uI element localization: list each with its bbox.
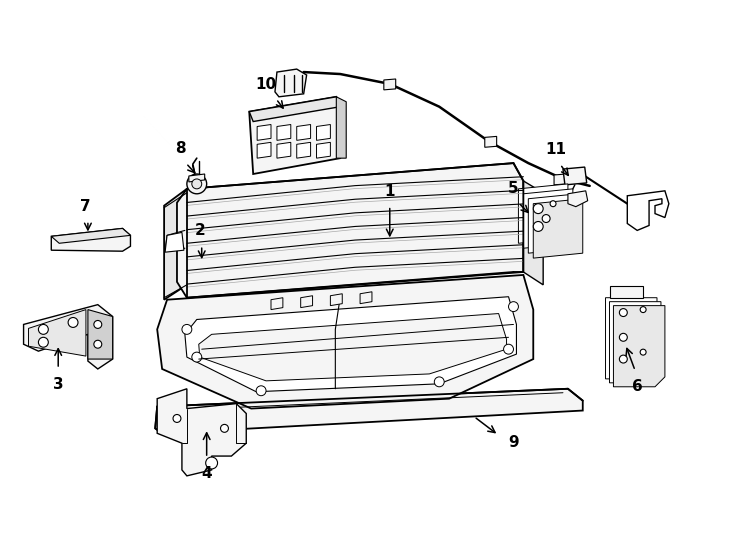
Polygon shape — [614, 306, 665, 387]
Circle shape — [550, 201, 556, 207]
Polygon shape — [563, 167, 586, 185]
Circle shape — [435, 377, 444, 387]
Polygon shape — [628, 191, 669, 231]
Polygon shape — [277, 125, 291, 140]
Polygon shape — [189, 174, 205, 182]
Circle shape — [68, 318, 78, 327]
Polygon shape — [528, 194, 578, 253]
Text: 3: 3 — [53, 377, 64, 392]
Circle shape — [542, 214, 550, 222]
Circle shape — [640, 349, 646, 355]
Polygon shape — [606, 298, 657, 379]
Polygon shape — [609, 302, 661, 383]
Text: 4: 4 — [201, 466, 212, 481]
Polygon shape — [187, 242, 214, 273]
Text: 10: 10 — [255, 77, 277, 92]
Polygon shape — [29, 309, 86, 356]
Text: 7: 7 — [79, 199, 90, 214]
Circle shape — [192, 179, 202, 189]
Circle shape — [192, 352, 202, 362]
Polygon shape — [297, 125, 310, 140]
Circle shape — [640, 307, 646, 313]
Circle shape — [173, 415, 181, 422]
Circle shape — [509, 302, 518, 312]
Text: 5: 5 — [508, 181, 519, 196]
Polygon shape — [277, 143, 291, 158]
Text: 8: 8 — [175, 141, 185, 156]
Polygon shape — [23, 305, 112, 369]
Polygon shape — [316, 143, 330, 158]
Text: 2: 2 — [195, 224, 205, 238]
Polygon shape — [51, 228, 131, 251]
Polygon shape — [611, 286, 643, 298]
Polygon shape — [185, 296, 517, 392]
Circle shape — [534, 204, 543, 214]
Polygon shape — [518, 184, 568, 244]
Polygon shape — [523, 189, 573, 248]
Polygon shape — [192, 255, 200, 267]
Polygon shape — [157, 389, 246, 476]
Circle shape — [619, 308, 628, 316]
Circle shape — [38, 338, 48, 347]
Polygon shape — [484, 137, 497, 147]
Polygon shape — [336, 97, 346, 158]
Polygon shape — [164, 189, 187, 300]
Circle shape — [504, 344, 514, 354]
Text: 11: 11 — [545, 142, 567, 157]
Polygon shape — [360, 292, 372, 303]
Polygon shape — [165, 232, 184, 252]
Polygon shape — [250, 97, 341, 174]
Text: 9: 9 — [509, 435, 519, 450]
Polygon shape — [384, 79, 396, 90]
Polygon shape — [257, 125, 271, 140]
Polygon shape — [297, 143, 310, 158]
Circle shape — [534, 221, 543, 232]
Polygon shape — [275, 69, 307, 97]
Polygon shape — [301, 296, 313, 308]
Polygon shape — [199, 314, 506, 381]
Polygon shape — [157, 275, 534, 409]
Polygon shape — [523, 181, 543, 285]
Polygon shape — [316, 125, 330, 140]
Polygon shape — [330, 294, 342, 306]
Polygon shape — [568, 191, 588, 207]
Circle shape — [256, 386, 266, 396]
Polygon shape — [250, 97, 341, 122]
Polygon shape — [554, 174, 566, 185]
Circle shape — [619, 355, 628, 363]
Circle shape — [619, 333, 628, 341]
Polygon shape — [534, 199, 583, 258]
Polygon shape — [257, 143, 271, 158]
Text: 6: 6 — [632, 379, 642, 394]
Circle shape — [38, 325, 48, 334]
Polygon shape — [155, 389, 583, 433]
Text: 1: 1 — [385, 184, 395, 199]
Polygon shape — [177, 163, 523, 298]
Circle shape — [182, 325, 192, 334]
Circle shape — [206, 457, 217, 469]
Circle shape — [94, 340, 102, 348]
Polygon shape — [88, 309, 112, 359]
Polygon shape — [51, 228, 131, 244]
Circle shape — [187, 174, 207, 194]
Circle shape — [220, 424, 228, 433]
Circle shape — [94, 320, 102, 328]
Polygon shape — [271, 298, 283, 309]
